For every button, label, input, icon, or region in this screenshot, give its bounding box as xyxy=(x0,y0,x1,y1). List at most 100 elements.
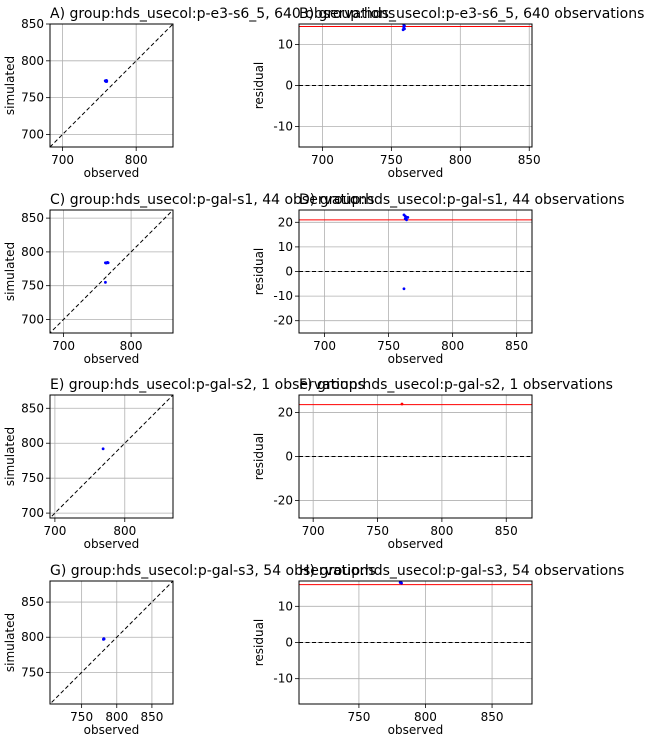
x-tick-label: 700 xyxy=(51,153,74,167)
y-tick-label: 750 xyxy=(21,665,44,679)
y-tick-label: 700 xyxy=(21,312,44,326)
panel-f: 700 750 800 850 -20 0 20 observed residual F) gro… xyxy=(252,377,613,551)
x-tick-label: 800 xyxy=(430,524,453,538)
x-tick-label: 800 xyxy=(414,710,437,724)
y-tick-label: 20 xyxy=(278,406,293,420)
chart-title: E) group:hds_usecol:p-gal-s2, 1 observat… xyxy=(50,377,365,393)
y-tick-label: 750 xyxy=(21,279,44,293)
x-axis-label: observed xyxy=(84,537,140,551)
data-point xyxy=(106,260,109,264)
x-tick-label: 700 xyxy=(313,339,336,353)
chart-title: G) group:hds_usecol:p-gal-s3, 54 observa… xyxy=(50,563,376,579)
y-tick-label: 850 xyxy=(21,595,44,609)
y-axis-label: simulated xyxy=(3,613,17,672)
plot-area xyxy=(50,210,173,333)
chart-title: C) group:hds_usecol:p-gal-s1, 44 observa… xyxy=(50,192,375,208)
x-axis-label: observed xyxy=(388,537,444,551)
y-tick-label: -10 xyxy=(273,120,293,134)
plot-area xyxy=(50,581,173,704)
x-tick-label: 750 xyxy=(347,710,370,724)
chart-title: H) group:hds_usecol:p-gal-s3, 54 observa… xyxy=(299,563,624,579)
x-axis-label: observed xyxy=(84,166,140,180)
y-axis-label: residual xyxy=(252,248,266,296)
y-tick-label: -10 xyxy=(273,289,293,303)
x-tick-label: 750 xyxy=(366,524,389,538)
y-tick-label: 10 xyxy=(278,599,293,613)
y-tick-label: -20 xyxy=(273,493,293,507)
data-point xyxy=(406,215,410,219)
axes-frame xyxy=(49,580,174,705)
x-tick-label: 700 xyxy=(302,524,325,538)
plot-area xyxy=(50,24,173,147)
data-point xyxy=(104,280,107,284)
y-tick-label: 700 xyxy=(21,127,44,141)
y-axis-label: residual xyxy=(252,433,266,481)
y-tick-label: 10 xyxy=(278,38,293,52)
panel-c: 700 800 700 750 800 850 observed simulated C) gr… xyxy=(3,192,375,366)
y-axis-label: simulated xyxy=(3,242,17,301)
x-tick-label: 850 xyxy=(495,524,518,538)
y-tick-label: 700 xyxy=(21,506,44,520)
data-point xyxy=(400,402,404,406)
x-axis-label: observed xyxy=(84,723,140,737)
y-tick-label: 800 xyxy=(21,630,44,644)
x-axis-label: observed xyxy=(388,723,444,737)
x-tick-label: 750 xyxy=(380,153,403,167)
y-tick-label: 800 xyxy=(21,245,44,259)
data-point xyxy=(403,24,406,28)
y-axis-label: residual xyxy=(252,619,266,667)
y-tick-label: 750 xyxy=(21,91,44,105)
panel-d: 700 750 800 850 -20 -10 0 10 20 observed residual D… xyxy=(252,192,625,366)
x-tick-label: 800 xyxy=(120,339,143,353)
x-tick-label: 800 xyxy=(105,710,128,724)
y-tick-label: 20 xyxy=(278,215,293,229)
data-point xyxy=(402,287,406,291)
chart-title: A) group:hds_usecol:p-e3-s6_5, 640 obser… xyxy=(50,6,395,22)
x-tick-label: 750 xyxy=(377,339,400,353)
plot-area xyxy=(299,402,532,457)
axes-frame xyxy=(49,209,174,334)
y-tick-label: 10 xyxy=(278,240,293,254)
x-tick-label: 700 xyxy=(52,339,75,353)
data-point xyxy=(402,27,406,30)
x-tick-label: 700 xyxy=(311,153,334,167)
y-tick-label: 0 xyxy=(285,265,293,279)
y-tick-label: 750 xyxy=(21,471,44,485)
plot-area xyxy=(299,24,532,86)
y-tick-label: 800 xyxy=(21,436,44,450)
panel-h: 750 800 850 -10 0 10 observed residual H) group:… xyxy=(252,563,624,737)
plot-area xyxy=(50,395,173,518)
panel-b: 700 750 800 850 -10 0 10 observed residual B) gro… xyxy=(252,6,644,180)
x-tick-label: 850 xyxy=(518,153,541,167)
y-tick-label: 0 xyxy=(285,636,293,650)
x-tick-label: 800 xyxy=(125,153,148,167)
x-axis-label: observed xyxy=(388,352,444,366)
one-to-one-line xyxy=(50,24,173,147)
x-tick-label: 800 xyxy=(113,524,136,538)
y-tick-label: 850 xyxy=(21,211,44,225)
x-axis-label: observed xyxy=(388,166,444,180)
data-point xyxy=(399,581,403,584)
x-tick-label: 850 xyxy=(481,710,504,724)
y-tick-label: 0 xyxy=(285,450,293,464)
data-point xyxy=(105,80,109,83)
chart-title: B) group:hds_usecol:p-e3-s6_5, 640 obser… xyxy=(299,6,644,22)
y-tick-label: -10 xyxy=(273,672,293,686)
x-tick-label: 850 xyxy=(140,710,163,724)
y-axis-label: simulated xyxy=(3,427,17,486)
x-tick-label: 750 xyxy=(70,710,93,724)
axes-frame xyxy=(49,394,174,519)
data-point xyxy=(101,447,105,451)
plot-area xyxy=(299,213,532,291)
data-point xyxy=(102,637,106,641)
plot-area xyxy=(299,581,532,643)
panel-a: 700 800 700 750 800 850 observed simulated A) gr… xyxy=(3,6,395,180)
y-tick-label: 800 xyxy=(21,54,44,68)
y-tick-label: -20 xyxy=(273,314,293,328)
data-point xyxy=(403,217,407,221)
panel-e: 700 800 700 750 800 850 observed simulated E) gr… xyxy=(3,377,365,551)
y-tick-label: 850 xyxy=(21,17,44,31)
x-tick-label: 800 xyxy=(449,153,472,167)
